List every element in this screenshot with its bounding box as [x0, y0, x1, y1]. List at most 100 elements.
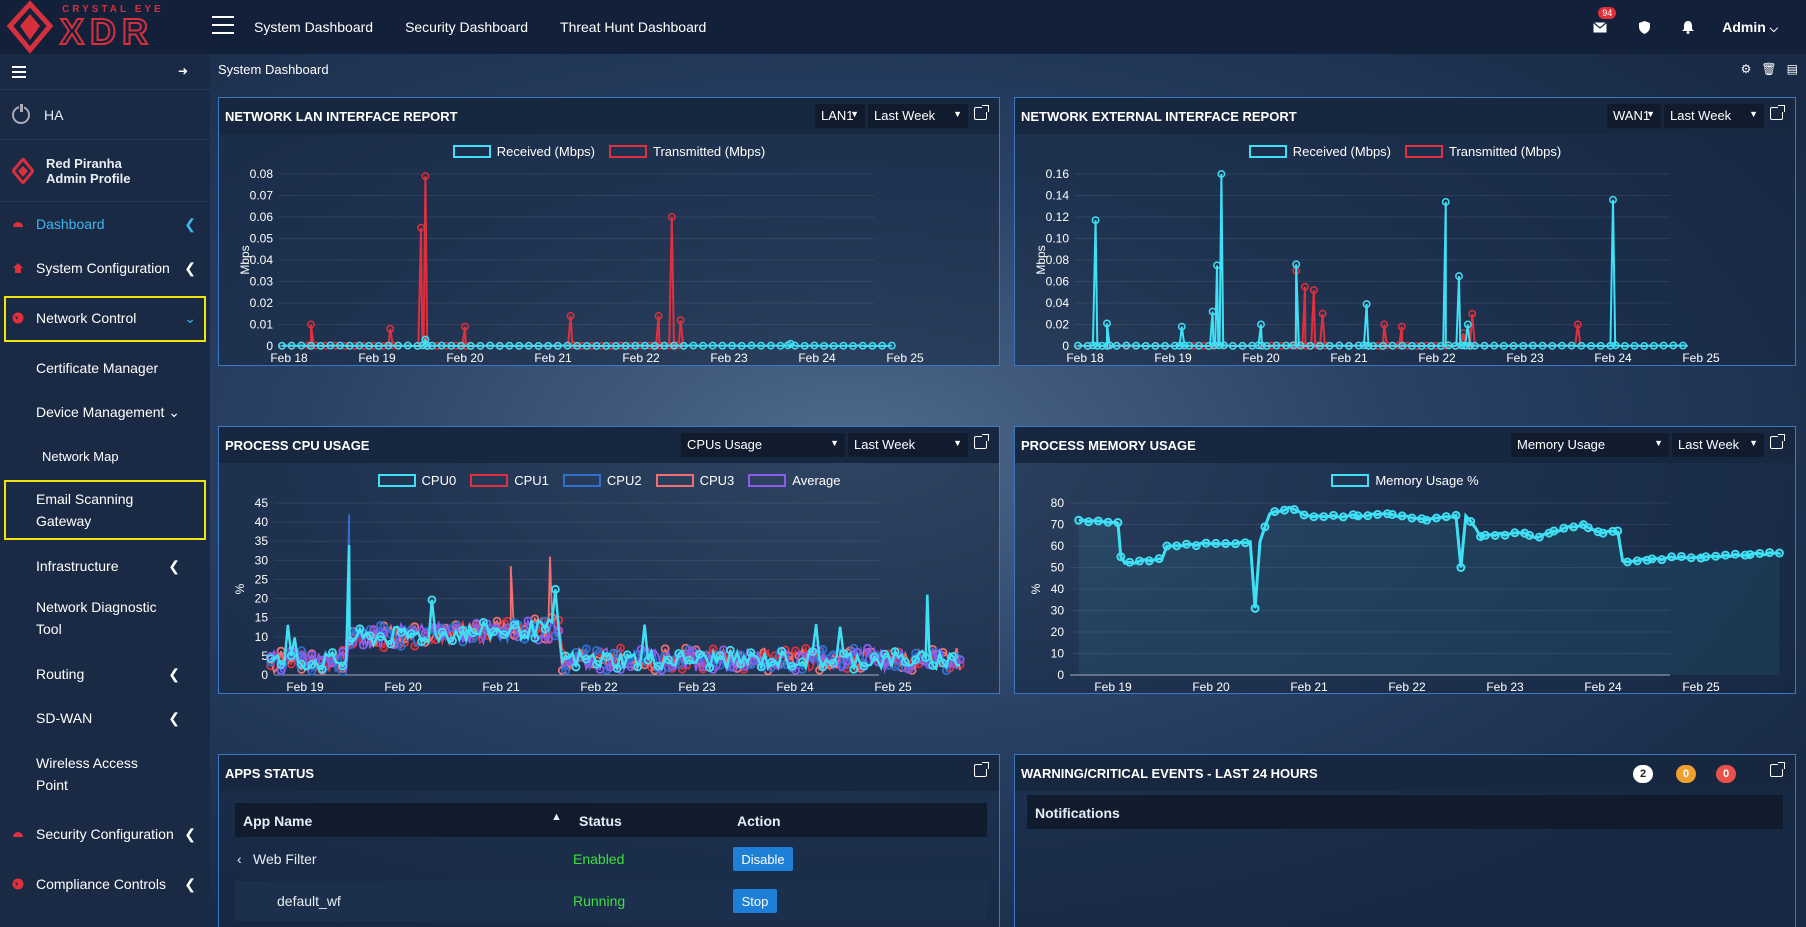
info-count-badge[interactable]: 2: [1633, 765, 1653, 783]
iface-select[interactable]: LAN1 ▼: [815, 104, 865, 128]
data-point: [1427, 341, 1436, 350]
sidebar-item-security-configuration[interactable]: Security Configuration ❮: [0, 816, 210, 852]
sidebar-item-dashboard[interactable]: Dashboard ❮: [0, 206, 210, 242]
x-tick-label: Feb 24: [798, 351, 836, 365]
col-app-name[interactable]: App Name: [243, 813, 313, 829]
admin-menu[interactable]: Admin ⌵: [1722, 19, 1778, 36]
data-point: [278, 341, 286, 350]
y-tick-label: 60: [1051, 539, 1065, 553]
external-link-icon[interactable]: [974, 434, 989, 449]
external-link-icon[interactable]: [1770, 434, 1785, 449]
data-point: [1470, 341, 1479, 350]
bell-icon[interactable]: [1678, 17, 1698, 37]
sidebar-item-sd-wan[interactable]: SD-WAN ❮: [0, 700, 210, 736]
range-select[interactable]: Last Week ▼: [1664, 104, 1764, 128]
sidebar-item-compliance-controls[interactable]: Compliance Controls ❮: [0, 866, 210, 902]
data-point: [828, 658, 838, 668]
legend-cpu2[interactable]: CPU2: [562, 473, 642, 488]
data-point: [287, 341, 296, 350]
highlight-network-control: [4, 296, 206, 342]
y-tick-label: 35: [255, 534, 269, 548]
sidebar-item-routing[interactable]: Routing ❮: [0, 656, 210, 692]
metric-select[interactable]: CPUs Usage ▼: [681, 433, 845, 457]
data-point: [1649, 341, 1658, 350]
range-select[interactable]: Last Week ▼: [1672, 433, 1764, 457]
data-point: [486, 341, 495, 350]
book-icon[interactable]: ▤: [1786, 62, 1798, 76]
warning-count-badge[interactable]: 0: [1676, 765, 1696, 783]
sidebar-item-email-scanning-gateway[interactable]: Email Scanning Gateway: [0, 484, 210, 536]
data-point: [1711, 551, 1721, 561]
caret-down-icon: ▼: [1654, 438, 1663, 448]
external-link-icon[interactable]: [1770, 762, 1785, 777]
mail-icon[interactable]: 94: [1590, 7, 1617, 37]
data-point: [1093, 516, 1103, 526]
sidebar-item-network-diagnostic-tool[interactable]: Network Diagnostic Tool: [0, 592, 210, 644]
sidebar-item-wireless-access-point[interactable]: Wireless Access Point: [0, 748, 210, 800]
data-point: [1441, 512, 1451, 522]
sort-asc-icon[interactable]: ▲: [551, 811, 562, 823]
sidebar-exit-icon[interactable]: ➜: [177, 64, 188, 78]
legend-transmitted[interactable]: Transmitted (Mbps): [1405, 144, 1561, 159]
range-select[interactable]: Last Week ▼: [848, 433, 968, 457]
main-content: System Dashboard ⚙ 🗑 ▤ NETWORK LAN INTER…: [210, 54, 1806, 927]
legend-received[interactable]: Received (Mbps): [452, 144, 595, 159]
external-link-icon[interactable]: [974, 762, 989, 777]
caret-down-icon: ▼: [830, 438, 839, 448]
disable-button[interactable]: Disable: [733, 847, 793, 871]
x-tick-label: Feb 20: [446, 351, 484, 365]
legend-average[interactable]: Average: [748, 473, 840, 488]
iface-select[interactable]: WAN1 ▼: [1607, 104, 1661, 128]
nav-security-dashboard[interactable]: Security Dashboard: [405, 19, 529, 35]
range-select[interactable]: Last Week ▼: [868, 104, 968, 128]
nav-threat-hunt-dashboard[interactable]: Threat Hunt Dashboard: [560, 19, 707, 35]
panel-title: WARNING/CRITICAL EVENTS - LAST 24 HOURS: [1021, 766, 1318, 781]
trash-icon[interactable]: 🗑: [1761, 62, 1777, 76]
data-point: [1611, 341, 1620, 350]
chevron-left-icon[interactable]: ‹: [237, 851, 242, 867]
stop-button[interactable]: Stop: [733, 889, 777, 913]
logo-mark-icon: [6, 0, 54, 54]
y-tick-label: 10: [1051, 647, 1065, 661]
data-point: [859, 661, 869, 671]
external-link-icon[interactable]: [1770, 105, 1785, 120]
sidebar-item-network-control[interactable]: Network Control ⌄: [0, 300, 210, 336]
sidebar-item-certificate-manager[interactable]: Certificate Manager: [0, 350, 210, 386]
data-point: [911, 655, 920, 665]
ha-label: HA: [44, 106, 64, 123]
data-point: [468, 628, 478, 638]
legend-cpu3[interactable]: CPU3: [655, 473, 734, 488]
x-tick-label: Feb 25: [1682, 351, 1720, 365]
y-tick-label: 30: [1051, 604, 1065, 618]
app-name: Web Filter: [253, 851, 317, 867]
home-icon: [13, 263, 23, 273]
data-point: [1162, 541, 1172, 551]
critical-count-badge[interactable]: 0: [1716, 765, 1736, 783]
hamburger-menu-icon[interactable]: [212, 16, 234, 36]
legend-cpu1[interactable]: CPU1: [470, 473, 549, 488]
legend-cpu0[interactable]: CPU0: [377, 473, 456, 488]
sidebar-item-system-configuration[interactable]: System Configuration ❮: [0, 250, 210, 286]
sidebar-item-infrastructure[interactable]: Infrastructure ❮: [0, 548, 210, 584]
data-point: [955, 655, 965, 664]
nav-system-dashboard[interactable]: System Dashboard: [254, 19, 374, 35]
sidebar-ha[interactable]: HA: [0, 90, 210, 140]
data-point: [573, 341, 582, 350]
gear-icon[interactable]: ⚙: [1740, 62, 1752, 76]
shield-icon[interactable]: [1634, 17, 1654, 37]
data-point: [447, 341, 456, 350]
sidebar-profile[interactable]: Red Piranha Admin Profile: [0, 140, 210, 202]
sidebar-item-device-management[interactable]: Device Management ⌄: [0, 394, 210, 430]
sidebar-item-network-map[interactable]: Network Map: [0, 438, 210, 474]
data-point: [1468, 309, 1477, 318]
legend-memory[interactable]: Memory Usage %: [1331, 473, 1479, 488]
legend-received[interactable]: Received (Mbps): [1248, 144, 1391, 159]
legend-transmitted[interactable]: Transmitted (Mbps): [609, 144, 765, 159]
data-point: [544, 341, 553, 350]
metric-select[interactable]: Memory Usage ▼: [1511, 433, 1669, 457]
external-link-icon[interactable]: [974, 105, 989, 120]
brand-logo[interactable]: CRYSTAL EYE XDR: [0, 0, 210, 54]
sidebar-menu-icon[interactable]: [12, 66, 26, 81]
data-point: [1270, 507, 1280, 517]
sidebar-item-label: Routing: [36, 666, 85, 682]
